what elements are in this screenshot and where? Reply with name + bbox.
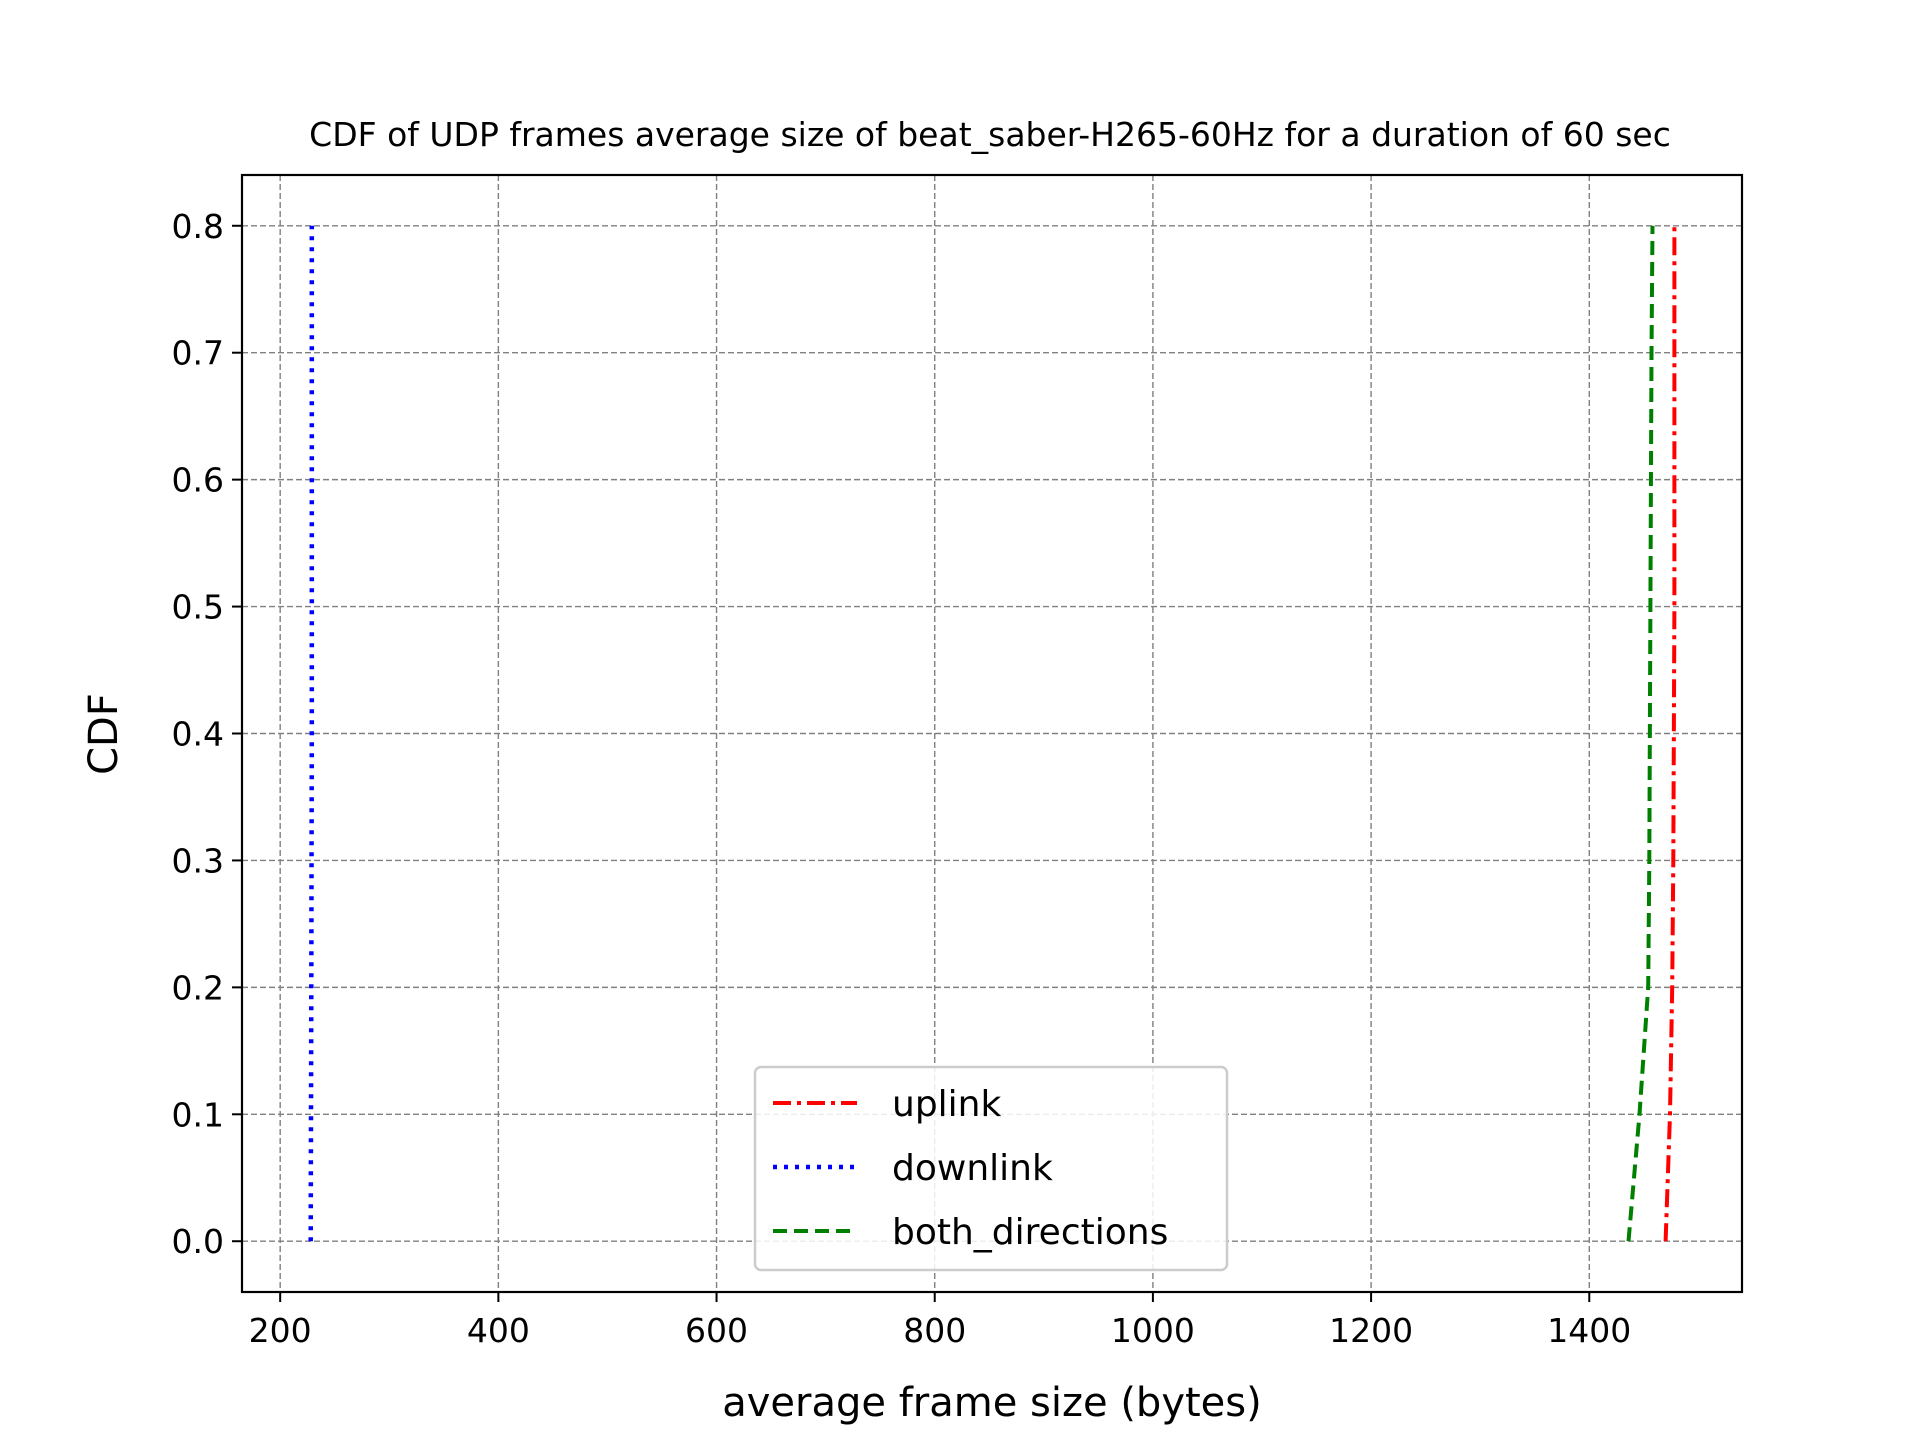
legend: uplink downlink both_directions (753, 1065, 1229, 1272)
x-tick-label: 200 (249, 1311, 312, 1350)
legend-label-downlink: downlink (892, 1148, 1053, 1189)
y-tick-label: 0.1 (172, 1095, 224, 1134)
y-tick-label: 0.5 (172, 588, 224, 627)
series-lines (308, 225, 1677, 1242)
x-axis-title: average frame size (bytes) (722, 1380, 1261, 1426)
chart-title: CDF of UDP frames average size of beat_s… (309, 115, 1671, 154)
y-tick-label: 0.3 (172, 841, 224, 880)
x-tick-label: 800 (903, 1311, 966, 1350)
x-tick-label: 400 (467, 1311, 530, 1350)
series-line-downlink (308, 225, 315, 1242)
x-tick-label: 600 (685, 1311, 748, 1350)
legend-label-both-directions: both_directions (892, 1212, 1168, 1253)
y-tick-label: 0.2 (172, 968, 224, 1007)
axis-ticks: 200 400 600 800 1000 1200 1400 0.0 0.1 0.2 0.3 0.4 0… (172, 207, 1632, 1350)
legend-box (753, 1065, 1229, 1272)
x-tick-label: 1200 (1329, 1311, 1413, 1350)
series-line-both-directions (1626, 225, 1655, 1242)
series-line-uplink (1663, 225, 1677, 1242)
y-tick-label: 0.4 (172, 715, 224, 754)
y-axis-title: CDF (81, 693, 127, 775)
y-tick-label: 0.8 (172, 207, 224, 246)
y-tick-label: 0.7 (172, 334, 224, 373)
x-tick-label: 1000 (1111, 1311, 1195, 1350)
x-tick-label: 1400 (1547, 1311, 1631, 1350)
y-tick-label: 0.0 (172, 1222, 224, 1261)
y-tick-label: 0.6 (172, 461, 224, 500)
legend-label-uplink: uplink (892, 1084, 1001, 1125)
